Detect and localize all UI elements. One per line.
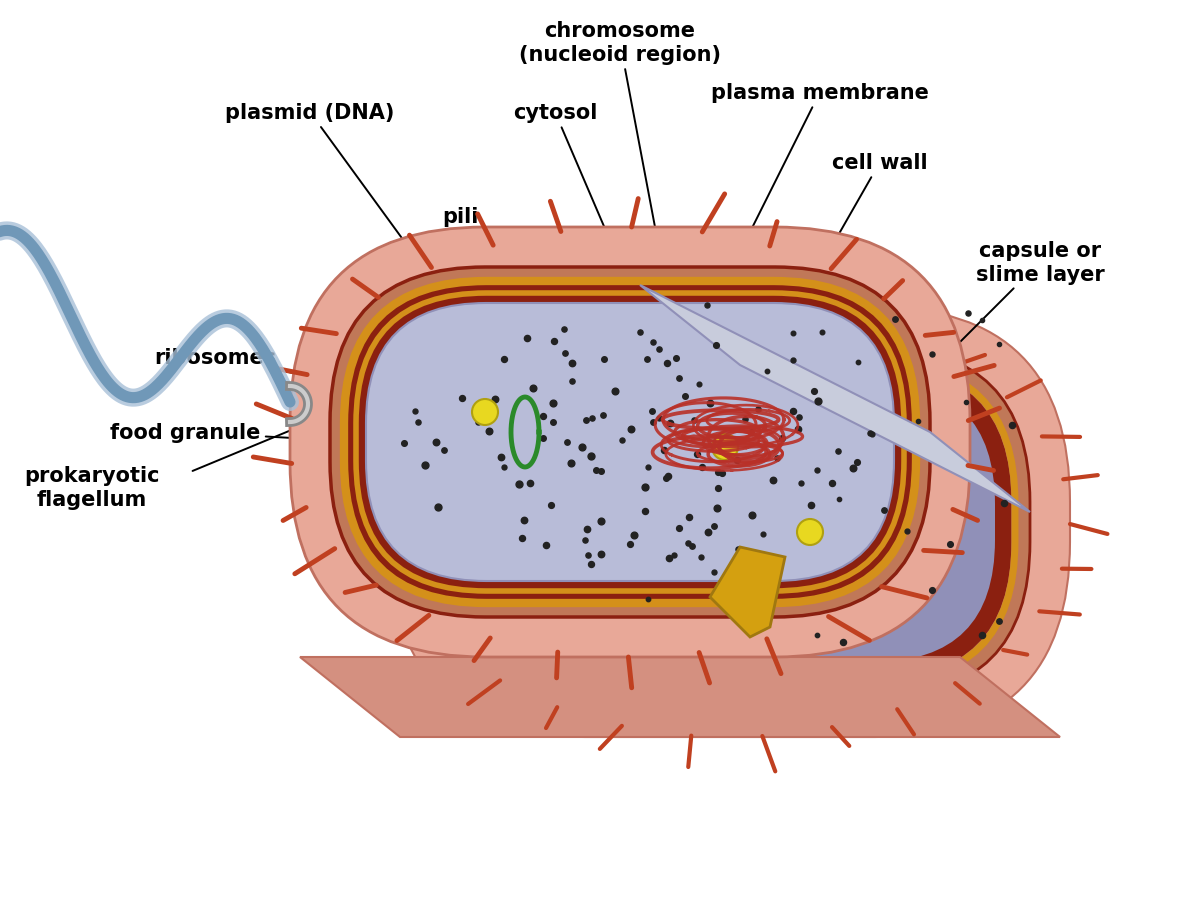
FancyBboxPatch shape bbox=[330, 268, 930, 617]
Text: plasma membrane: plasma membrane bbox=[712, 83, 929, 238]
FancyBboxPatch shape bbox=[430, 347, 1030, 697]
Text: capsule or
slime layer: capsule or slime layer bbox=[913, 241, 1104, 389]
Polygon shape bbox=[300, 658, 1060, 737]
Text: pili: pili bbox=[442, 207, 536, 290]
FancyBboxPatch shape bbox=[450, 368, 1010, 677]
Text: ribosomes: ribosomes bbox=[154, 347, 430, 404]
Polygon shape bbox=[710, 548, 785, 638]
Text: cytosol: cytosol bbox=[512, 103, 613, 248]
Text: chromosome
(nucleoid region): chromosome (nucleoid region) bbox=[520, 22, 721, 408]
FancyBboxPatch shape bbox=[466, 382, 995, 662]
Text: plasmid (DNA): plasmid (DNA) bbox=[226, 103, 522, 403]
Circle shape bbox=[712, 435, 738, 461]
FancyBboxPatch shape bbox=[390, 308, 1070, 737]
Text: cell wall: cell wall bbox=[803, 152, 928, 299]
FancyBboxPatch shape bbox=[366, 304, 894, 582]
Circle shape bbox=[797, 520, 823, 546]
Polygon shape bbox=[640, 286, 1030, 512]
Text: prokaryotic
flagellum: prokaryotic flagellum bbox=[24, 466, 160, 509]
FancyBboxPatch shape bbox=[348, 286, 912, 599]
FancyBboxPatch shape bbox=[290, 227, 970, 658]
Text: food granule: food granule bbox=[110, 422, 485, 453]
Circle shape bbox=[472, 400, 498, 426]
